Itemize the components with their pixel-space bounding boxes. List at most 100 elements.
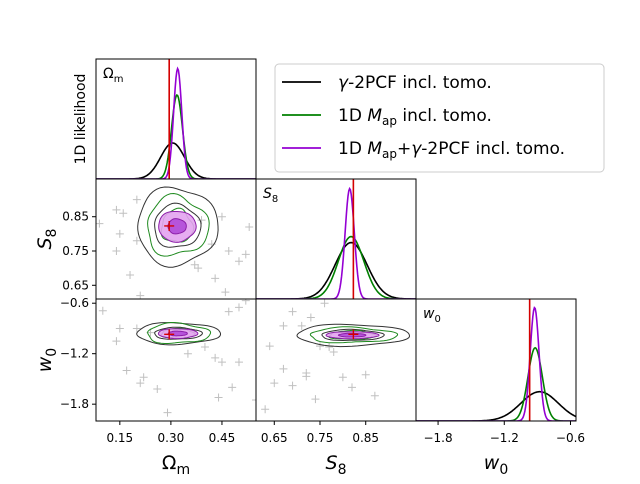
contour-black-om_w0-1: [154, 326, 203, 340]
sample-marker-om_w0-4: [112, 337, 121, 346]
ytick-label-s8-0: 0.65: [62, 278, 89, 292]
sample-marker-om_w0-18: [224, 307, 233, 316]
sample-marker-om_s8-1: [112, 205, 121, 214]
sample-marker-om_w0-0: [98, 306, 107, 315]
contour-black-om_w0-0: [136, 322, 221, 346]
sample-marker-om_w0-10: [211, 353, 220, 362]
panel-2d-om_s8: [96, 186, 254, 299]
contour-green-s8_w0-0: [309, 326, 399, 344]
likelihood-axis-label: 1D likelihood: [73, 74, 89, 165]
sample-marker-om_w0-19: [200, 342, 209, 351]
sample-marker-om_s8-2: [119, 209, 128, 218]
legend-label-2: 1D Map+γ-2PCF incl. tomo.: [338, 139, 565, 161]
sample-marker-om_w0-6: [139, 373, 148, 382]
sample-marker-om_s8-6: [112, 247, 121, 255]
panel-1d-om: [96, 59, 256, 179]
sample-marker-om_w0-7: [136, 379, 145, 388]
legend-label-2-part-4: γ: [411, 139, 422, 159]
sample-marker-om_s8-18: [217, 212, 226, 221]
legend-label-0-part-1: -2PCF incl. tomo.: [348, 73, 492, 93]
xaxis-label-w0: w0: [484, 452, 508, 478]
likelihood-curve-om-2: [96, 66, 256, 179]
sample-marker-om_s8-8: [136, 291, 145, 299]
sample-marker-s8_w0-17: [370, 391, 379, 400]
sample-marker-om_s8-11: [211, 274, 220, 283]
legend-label-1-part-2: ap: [382, 114, 397, 128]
sample-marker-om_s8-3: [96, 219, 104, 228]
panel-1d-s8: [256, 179, 416, 299]
legend-label-2-part-0: 1D: [338, 139, 367, 159]
xtick-label-w0-0: −1.8: [423, 431, 452, 445]
yaxis-label-s8-sub: 8: [44, 229, 60, 238]
sample-marker-s8_w0-2: [320, 299, 329, 308]
xaxis-label-om-main: Ω: [162, 452, 177, 474]
xtick-label-s8-2: 0.85: [352, 431, 379, 445]
yaxis-label-w0-sub: 0: [44, 348, 60, 357]
sample-marker-om_s8-9: [190, 260, 199, 269]
likelihood-curve-s8-1: [256, 235, 416, 299]
xaxis-label-s8-main: S: [326, 452, 338, 474]
panel-frame-20: [95, 298, 257, 422]
xtick-label-om-0: 0.15: [106, 431, 133, 445]
panel-label-w0-sub: 0: [434, 314, 440, 325]
ytick-label-s8-1: 0.75: [62, 244, 89, 258]
panel-frame-22: [415, 298, 577, 422]
sample-marker-s8_w0-4: [297, 321, 306, 330]
contour-black-om_s8-0: [137, 186, 219, 268]
ytick-label-w0-2: −0.6: [60, 296, 89, 310]
sample-marker-s8_w0-14: [338, 373, 347, 382]
legend-box: [274, 63, 605, 173]
sample-marker-om_w0-12: [234, 358, 243, 367]
sample-marker-om_w0-17: [241, 299, 250, 305]
xtick-label-s8-0: 0.65: [261, 431, 288, 445]
sample-marker-om_w0-15: [252, 395, 256, 404]
panel-label-s8-main: S: [263, 186, 272, 202]
sample-marker-om_w0-20: [183, 349, 192, 358]
sample-marker-s8_w0-1: [306, 313, 315, 322]
xtick-label-om-1: 0.30: [158, 431, 185, 445]
panel-2d-s8_w0: [261, 299, 411, 414]
contour-black-s8_w0-1: [321, 328, 385, 342]
ytick-label-w0-1: −1.2: [60, 347, 89, 361]
panel-label-om: Ωm: [103, 66, 123, 85]
sample-marker-om_s8-17: [197, 216, 206, 225]
xaxis-label-w0-sub: 0: [499, 462, 508, 478]
sample-marker-s8_w0-19: [302, 372, 311, 381]
truth-marker-om_s8: [164, 220, 175, 231]
sample-marker-s8_w0-3: [279, 321, 288, 330]
sample-marker-s8_w0-13: [261, 405, 270, 414]
legend-label-1-part-1: M: [367, 106, 382, 126]
sample-marker-om_w0-2: [132, 324, 141, 333]
ytick-label-w0-0: −1.8: [60, 397, 89, 411]
sample-marker-s8_w0-5: [316, 342, 324, 351]
ytick-label-s8-2: 0.85: [62, 210, 89, 224]
sample-marker-om_w0-16: [234, 303, 243, 312]
contour-purple-om_w0-1: [167, 330, 188, 337]
panel-label-om-sub: m: [114, 74, 124, 85]
truth-marker-om_w0: [164, 329, 175, 340]
yaxis-label-w0: w0: [34, 348, 60, 372]
likelihood-curve-s8-0: [256, 241, 416, 299]
sample-marker-om_s8-15: [245, 223, 254, 231]
xaxis-label-s8-sub: 8: [338, 462, 347, 478]
sample-marker-om_s8-7: [126, 271, 135, 279]
legend-label-1: 1D Map incl. tomo.: [338, 106, 492, 128]
yaxis-label-s8-main: S: [34, 237, 56, 249]
panel-label-s8: S8: [263, 186, 278, 205]
contour-black-s8_w0-0: [296, 323, 411, 348]
legend-label-2-part-1: M: [367, 139, 382, 159]
sample-marker-om_w0-1: [115, 324, 124, 333]
xtick-label-w0-2: −0.6: [556, 431, 585, 445]
legend-label-1-part-3: incl. tomo.: [397, 106, 492, 126]
sample-marker-om_w0-13: [228, 383, 237, 392]
legend-label-2-part-2: ap: [382, 147, 397, 161]
sample-marker-om_s8-5: [132, 236, 141, 245]
legend-label-2-part-5: -2PCF incl. tomo.: [421, 139, 565, 159]
sample-marker-om_s8-14: [241, 250, 250, 259]
sample-marker-om_s8-0: [132, 195, 141, 204]
panel-frame-21: [255, 298, 417, 422]
legend-label-0-part-0: γ: [338, 73, 349, 93]
sample-marker-s8_w0-11: [270, 379, 279, 388]
panel-frame-11: [255, 178, 417, 300]
yaxis-label-w0-main: w: [34, 356, 56, 372]
